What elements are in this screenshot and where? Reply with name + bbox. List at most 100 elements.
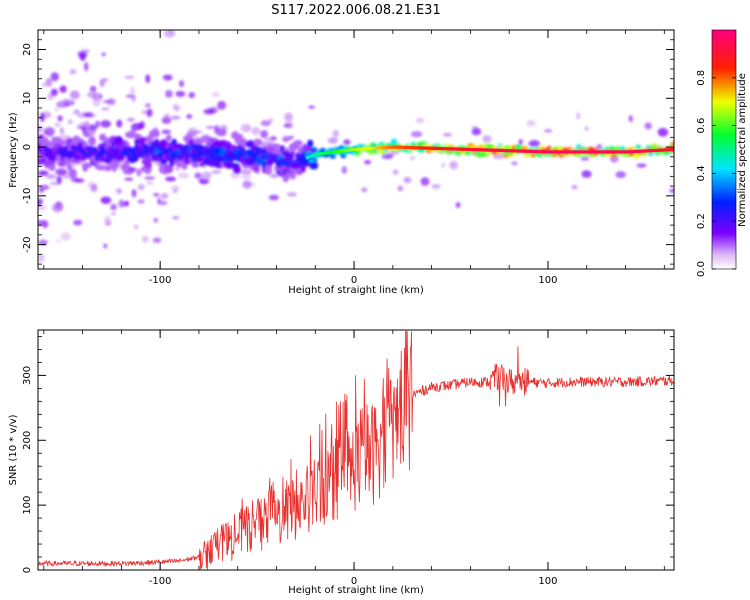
- x-tick-label: 0: [351, 275, 357, 286]
- spectrogram-cell: [170, 185, 180, 191]
- spectrogram-cell: [240, 175, 252, 180]
- spectrogram-ridge-cell: [611, 150, 614, 154]
- spectrogram-ridge-cell: [616, 150, 619, 154]
- spectrogram-cell: [56, 175, 62, 185]
- spectrogram-cell: [124, 75, 135, 80]
- spectrogram-ridge-cell: [622, 150, 625, 154]
- spectrogram-cell: [188, 92, 196, 99]
- spectrogram-ridge-cell: [564, 150, 567, 154]
- spectrogram-ridge-cell: [419, 146, 422, 150]
- colorbar-gradient: [712, 30, 736, 269]
- spectrogram-ridge-cell: [464, 147, 468, 151]
- spectrogram-ridge-cell: [597, 150, 600, 154]
- spectrogram-cell: [260, 120, 271, 127]
- spectrogram-cell: [669, 188, 674, 194]
- spectrogram-ridge-cell: [461, 147, 464, 151]
- spectrogram-cell: [170, 115, 181, 120]
- spectrogram-cell: [293, 140, 303, 146]
- spectrogram-cell: [161, 129, 171, 135]
- spectrogram-x-label: Height of straight line (km): [288, 285, 424, 296]
- spectrogram-ridge-cell: [454, 147, 457, 151]
- spectrogram-ridge-cell: [512, 149, 515, 153]
- spectrogram-cell: [136, 168, 142, 177]
- spectrogram-ridge-cell: [635, 149, 639, 153]
- spectrogram-ridge-cell: [665, 148, 668, 152]
- spectrogram-cell: [133, 224, 139, 230]
- spectrogram-cell: [164, 113, 170, 118]
- spectrogram-cell: [544, 129, 553, 133]
- spectrogram-ridge-cell: [384, 145, 387, 150]
- spectrogram-ridge-cell: [573, 150, 576, 154]
- colorbar-ticks: 0.0 0.2 0.4 0.6 0.8: [696, 70, 736, 277]
- y-tick-label: 100: [22, 496, 33, 515]
- spectrogram-ridge-cell: [520, 149, 523, 153]
- spectrogram-ridge-cell: [370, 146, 373, 151]
- spectrogram-cell: [72, 110, 79, 115]
- spectrogram-cell: [169, 156, 176, 167]
- spectrogram-cell: [56, 101, 66, 109]
- spectrogram-ridge-cell: [363, 147, 366, 151]
- spectrogram-cell: [240, 138, 248, 148]
- spectrogram-ridge-cell: [601, 150, 604, 154]
- snr-frame: [37, 329, 675, 571]
- spectrogram-cell: [99, 78, 105, 88]
- spectrogram-ridge-cell: [351, 148, 354, 152]
- colorbar-tick-label: 0.8: [696, 70, 707, 86]
- spectrogram-ridge-cell: [627, 150, 630, 154]
- spectrogram-ridge-cell: [341, 149, 344, 153]
- spectrogram-cell: [471, 127, 482, 136]
- spectrogram-ridge-cell: [327, 151, 330, 155]
- spectrogram-ridge-cell: [604, 150, 607, 154]
- spectrogram-ridge-cell: [433, 146, 436, 150]
- spectrogram-ridge-cell: [435, 146, 438, 151]
- spectrogram-ridge-cell: [475, 148, 478, 152]
- spectrogram-cell: [50, 88, 58, 97]
- spectrogram-cell: [237, 133, 244, 140]
- spectrogram-cell: [101, 52, 106, 56]
- spectrogram-cell: [118, 199, 125, 208]
- spectrogram-x-axis: -100 0 100: [43, 30, 665, 286]
- spectrogram-ridge-cell: [344, 149, 347, 153]
- spectrogram-ridge-cell: [546, 150, 550, 154]
- spectrogram-ridge-cell: [656, 148, 660, 152]
- spectrogram-ridge-cell: [445, 147, 448, 151]
- y-tick-label: 10: [22, 92, 33, 105]
- spectrogram-cell: [152, 237, 162, 243]
- spectrogram-ridge-cell: [442, 147, 445, 151]
- spectrogram-ridge-cell: [644, 149, 647, 153]
- spectrogram-cell: [54, 123, 61, 127]
- spectrogram-y-axis: -20 -10 0 10 20: [22, 29, 674, 265]
- spectrogram-cell: [87, 91, 99, 99]
- spectrogram-cell: [628, 115, 633, 123]
- spectrogram-cell: [410, 131, 423, 138]
- spectrogram-cell: [153, 193, 160, 197]
- spectrogram-ridge-cell: [382, 146, 386, 150]
- spectrogram-cell: [282, 136, 290, 143]
- spectrogram-cell: [252, 163, 260, 173]
- spectrogram-cell: [264, 164, 273, 175]
- spectrogram-cell: [100, 107, 110, 111]
- spectrogram-ridge-cell: [395, 145, 398, 149]
- spectrogram-cell: [95, 165, 106, 171]
- spectrogram-cell: [38, 239, 48, 245]
- spectrogram-ridge-cell: [580, 150, 583, 154]
- spectrogram-cell: [84, 120, 90, 129]
- spectrogram-ridge-cell: [566, 150, 569, 154]
- spectrogram-cell: [431, 183, 441, 190]
- spectrogram-ridge-cell: [321, 151, 325, 156]
- spectrogram-cell: [188, 139, 195, 146]
- spectrogram-ridge-cell: [578, 150, 581, 154]
- colorbar-label: Normalized spectral amplitude: [737, 73, 748, 227]
- spectrogram-ridge-cell: [667, 148, 670, 152]
- spectrogram-cell: [172, 188, 178, 194]
- spectrogram-cell: [581, 170, 592, 178]
- spectrogram-cell: [50, 72, 60, 82]
- spectrogram-cell: [526, 120, 536, 127]
- spectrogram-blobs: [38, 30, 674, 263]
- spectrogram-cell: [126, 117, 135, 122]
- spectrogram-cell: [109, 159, 120, 169]
- spectrogram-ridge-cell: [662, 148, 665, 152]
- spectrogram-cell: [59, 85, 67, 93]
- spectrogram-ridge-cell: [630, 150, 633, 154]
